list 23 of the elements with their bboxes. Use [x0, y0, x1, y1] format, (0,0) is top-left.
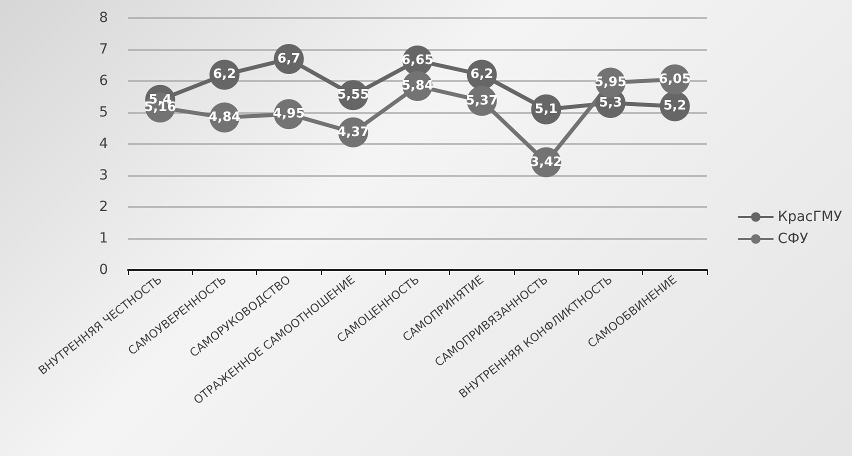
data-label: 5,2 — [663, 98, 686, 114]
data-label: 4,84 — [208, 110, 241, 126]
y-tick-label: 0 — [99, 262, 108, 278]
data-label: 6,05 — [658, 72, 691, 87]
data-label: 6,7 — [277, 51, 300, 66]
y-tick-label: 2 — [99, 199, 108, 215]
y-tick-label: 1 — [99, 230, 108, 246]
y-tick-label: 7 — [99, 42, 108, 58]
y-tick-label: 5 — [99, 104, 108, 120]
data-label: 6,2 — [470, 67, 494, 82]
legend-label: СФУ — [778, 231, 809, 247]
data-label: 5,84 — [401, 78, 434, 94]
data-label: 5,95 — [594, 75, 627, 90]
y-tick-label: 6 — [99, 73, 108, 89]
y-tick-label: 3 — [99, 168, 108, 184]
data-label: 6,2 — [212, 67, 236, 82]
data-label: 5,1 — [534, 102, 558, 117]
data-label: 3,42 — [530, 154, 562, 170]
y-tick-label: 4 — [99, 136, 108, 152]
data-label: 4,95 — [272, 106, 305, 122]
data-label: 5,3 — [598, 96, 622, 111]
y-tick-label: 8 — [99, 10, 108, 26]
legend-label: КрасГМУ — [778, 209, 842, 225]
